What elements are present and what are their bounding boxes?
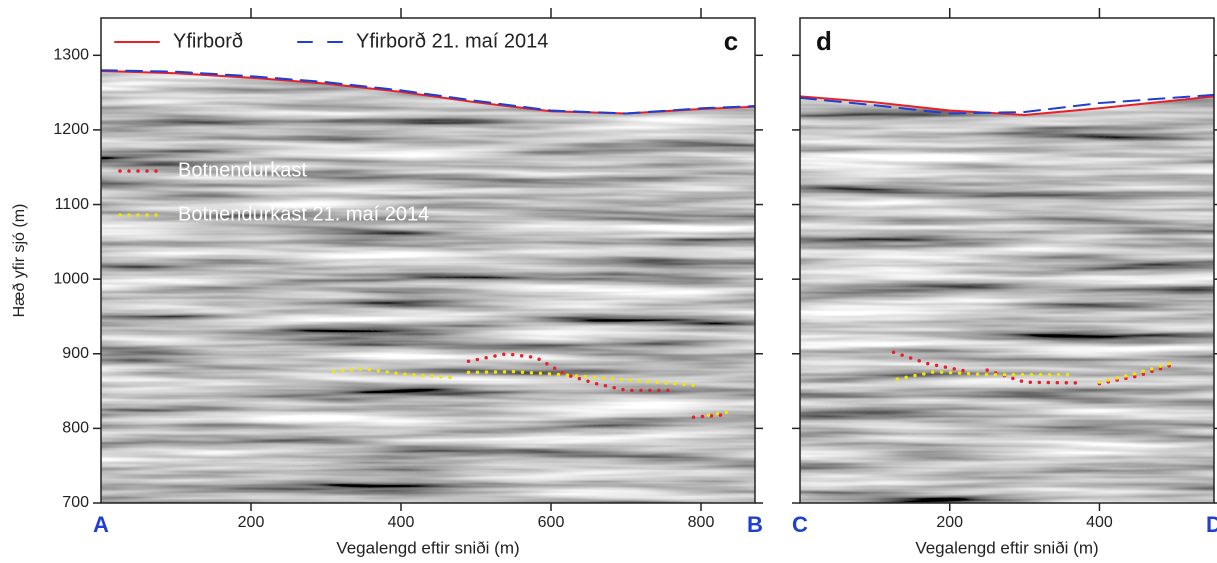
y-tick-label: 1000 bbox=[53, 270, 89, 287]
series-line bbox=[800, 93, 1214, 115]
end-label: D bbox=[1206, 512, 1217, 537]
air-mask bbox=[101, 18, 755, 114]
end-label: B bbox=[747, 512, 763, 537]
y-tick-label: 900 bbox=[62, 345, 89, 362]
y-axis-label: Hæð yfir sjó (m) bbox=[11, 204, 28, 318]
start-label: A bbox=[93, 512, 109, 537]
panel-label: d bbox=[816, 26, 832, 56]
plot-frame bbox=[100, 17, 756, 504]
x-tick-label: 600 bbox=[538, 514, 565, 531]
x-tick-label: 800 bbox=[688, 514, 715, 531]
series-line bbox=[895, 360, 1177, 384]
x-tick-label: 200 bbox=[936, 514, 963, 531]
start-label: C bbox=[792, 512, 808, 537]
series-line bbox=[101, 69, 755, 115]
x-tick-label: 200 bbox=[238, 514, 265, 531]
legend-label: Yfirborð 21. maí 2014 bbox=[356, 30, 548, 52]
y-tick-label: 700 bbox=[62, 494, 89, 511]
series-line bbox=[331, 366, 737, 417]
air-mask bbox=[800, 18, 1214, 115]
x-tick-label: 400 bbox=[1086, 514, 1113, 531]
y-tick-label: 800 bbox=[62, 420, 89, 437]
y-tick-label: 1100 bbox=[55, 196, 90, 213]
x-axis-label: Vegalengd eftir sniði (m) bbox=[336, 538, 519, 557]
y-tick-label: 1200 bbox=[53, 121, 89, 138]
panel-label: c bbox=[724, 26, 738, 56]
plot-frame bbox=[799, 17, 1215, 504]
x-axis-label: Vegalengd eftir sniði (m) bbox=[915, 538, 1098, 557]
y-tick-label: 1300 bbox=[53, 47, 89, 64]
legend-label: Botnendurkast 21. maí 2014 bbox=[178, 203, 429, 225]
legend-label: Yfirborð bbox=[173, 30, 243, 52]
legend-label: Botnendurkast bbox=[178, 159, 307, 181]
series-line bbox=[891, 350, 1177, 386]
x-tick-label: 400 bbox=[388, 514, 415, 531]
